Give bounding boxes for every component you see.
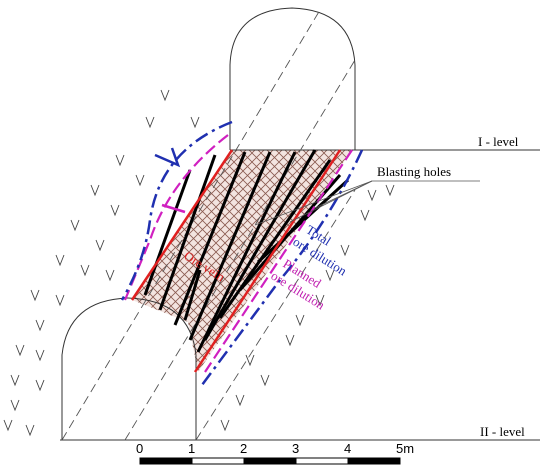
rock-symbol <box>90 184 100 197</box>
rock-symbol <box>25 424 35 437</box>
rock-symbol <box>295 314 305 327</box>
rock-symbol <box>260 374 270 387</box>
rock-symbol <box>10 374 20 387</box>
rock-symbol <box>3 419 13 432</box>
scale-label: 3 <box>292 441 299 456</box>
scale-segment <box>295 457 349 465</box>
rock-symbol <box>10 399 20 412</box>
lower-drift <box>61 297 197 440</box>
blasting-hole <box>203 149 317 341</box>
rock-symbol <box>80 264 90 277</box>
rock-symbol <box>105 269 115 282</box>
leader-lines <box>254 180 480 226</box>
blasting-hole <box>173 151 247 326</box>
blasting-hole <box>143 169 192 296</box>
scale-label: 0 <box>136 441 143 456</box>
scale-label: 5m <box>396 441 414 456</box>
rock-symbol <box>35 319 45 332</box>
rock-symbol <box>35 349 45 362</box>
rock-symbol <box>115 154 125 167</box>
scale-segment <box>347 457 401 465</box>
rock-symbol <box>55 254 65 267</box>
rock-symbol <box>315 294 325 307</box>
rock-symbols <box>3 89 395 437</box>
rock-symbol <box>360 209 370 222</box>
rock-symbol <box>190 116 200 129</box>
blasting-hole <box>218 159 332 319</box>
level-label: I - level <box>478 134 519 149</box>
rock-symbol <box>30 289 40 302</box>
rock-symbol <box>55 294 65 307</box>
scale-label: 2 <box>240 441 247 456</box>
rock-symbol <box>145 116 155 129</box>
rock-symbol <box>367 189 377 202</box>
rock-symbol <box>110 204 120 217</box>
scale-label: 4 <box>344 441 351 456</box>
scale-label: 1 <box>188 441 195 456</box>
rock-symbol <box>285 334 295 347</box>
rock-symbol <box>385 184 395 197</box>
blasting-hole <box>183 269 202 321</box>
rock-symbol <box>15 344 25 357</box>
upper-drift <box>229 7 356 150</box>
level-label: II - level <box>480 424 525 439</box>
rock-symbol <box>135 174 145 187</box>
scale-segment <box>191 457 245 465</box>
axis-lines <box>61 9 356 441</box>
rock-symbol <box>35 379 45 392</box>
rock-symbol <box>220 419 230 432</box>
vein-boundary <box>130 149 342 373</box>
scale-segment <box>243 457 297 465</box>
blasting-hole <box>188 151 272 341</box>
total-dilution-line <box>120 120 364 386</box>
blasting-holes-label: Blasting holes <box>377 164 451 179</box>
blasting-hole <box>196 151 297 353</box>
planned-dilution-line <box>123 134 353 373</box>
scale-segment <box>139 457 193 465</box>
rock-symbol <box>95 239 105 252</box>
rock-symbol <box>70 219 80 232</box>
rock-symbol <box>160 89 170 102</box>
rock-symbol <box>235 394 245 407</box>
rock-symbol <box>245 354 255 367</box>
scale-bar: 0 1 2 3 4 5m <box>136 441 414 465</box>
blasting-hole <box>158 154 217 311</box>
rock-symbol <box>340 244 350 257</box>
blasting-hole <box>256 178 350 264</box>
rock-symbol <box>325 269 335 282</box>
